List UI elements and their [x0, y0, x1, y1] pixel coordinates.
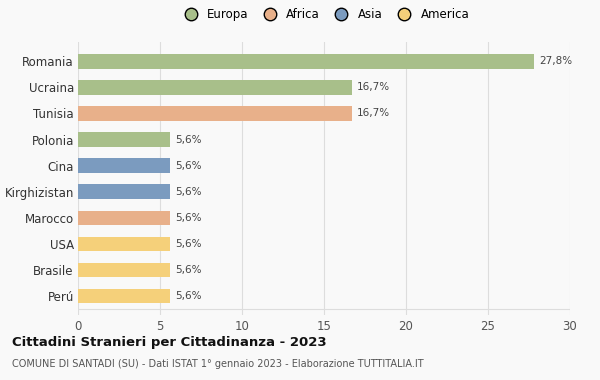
Legend: Europa, Africa, Asia, America: Europa, Africa, Asia, America	[179, 8, 469, 21]
Text: 5,6%: 5,6%	[175, 135, 201, 144]
Text: 5,6%: 5,6%	[175, 213, 201, 223]
Bar	[78, 158, 170, 173]
Text: Cittadini Stranieri per Cittadinanza - 2023: Cittadini Stranieri per Cittadinanza - 2…	[12, 336, 326, 349]
Text: 16,7%: 16,7%	[357, 108, 390, 119]
Text: 5,6%: 5,6%	[175, 265, 201, 275]
Bar	[78, 289, 170, 303]
Text: 27,8%: 27,8%	[539, 56, 572, 66]
Bar	[78, 236, 170, 251]
Bar	[78, 80, 352, 95]
Bar	[78, 132, 170, 147]
Text: COMUNE DI SANTADI (SU) - Dati ISTAT 1° gennaio 2023 - Elaborazione TUTTITALIA.IT: COMUNE DI SANTADI (SU) - Dati ISTAT 1° g…	[12, 359, 424, 369]
Bar	[78, 211, 170, 225]
Bar	[78, 54, 534, 68]
Text: 5,6%: 5,6%	[175, 291, 201, 301]
Bar	[78, 263, 170, 277]
Text: 5,6%: 5,6%	[175, 187, 201, 196]
Bar	[78, 106, 352, 121]
Text: 5,6%: 5,6%	[175, 161, 201, 171]
Bar	[78, 184, 170, 199]
Text: 5,6%: 5,6%	[175, 239, 201, 249]
Text: 16,7%: 16,7%	[357, 82, 390, 92]
